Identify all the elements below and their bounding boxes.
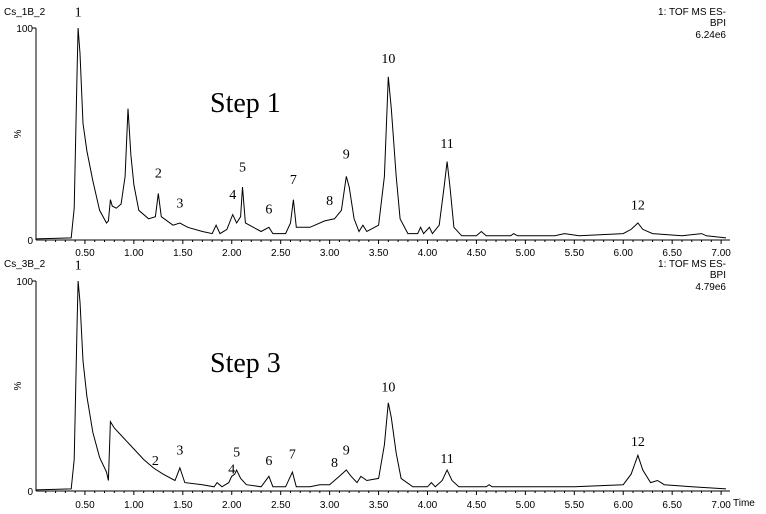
y-axis-top-label: 100 <box>16 24 33 35</box>
x-tick-label: 1.00 <box>124 248 144 259</box>
peak-label: 3 <box>176 196 183 211</box>
peak-label: 12 <box>631 435 645 450</box>
y-axis-bottom-label: 0 <box>27 487 33 498</box>
peak-label: 9 <box>343 443 350 458</box>
step-annotation: Step 3 <box>210 348 281 379</box>
x-tick-label: 6.00 <box>613 248 633 259</box>
x-tick-label: 6.50 <box>662 500 682 511</box>
detector-label: 1: TOF MS ES- <box>658 259 726 270</box>
peak-label: 1 <box>75 259 82 274</box>
peak-label: 6 <box>265 454 272 469</box>
bpi-trace-line <box>35 280 727 491</box>
peak-label: 9 <box>343 148 350 163</box>
x-tick-label: 7.00 <box>711 248 731 259</box>
sample-name: Cs_1B_2 <box>4 7 46 18</box>
peak-label: 2 <box>155 167 162 182</box>
x-tick-label: 2.50 <box>271 500 291 511</box>
peak-label: 6 <box>265 203 272 218</box>
x-axis-label: Time <box>733 498 755 509</box>
x-tick-label: 4.00 <box>418 500 438 511</box>
peak-label: 5 <box>239 160 246 175</box>
x-tick-label: 4.00 <box>418 248 438 259</box>
scan-mode-label: BPI <box>710 270 726 281</box>
x-tick-label: 5.00 <box>516 248 536 259</box>
sample-name: Cs_3B_2 <box>4 259 46 270</box>
x-tick-label: 4.50 <box>467 500 487 511</box>
x-tick-label: 3.00 <box>320 500 340 511</box>
y-axis-label: % <box>13 381 24 390</box>
peak-label: 8 <box>331 456 338 471</box>
peak-label: 8 <box>326 194 333 209</box>
peak-label: 12 <box>631 198 645 213</box>
peak-label: 7 <box>290 173 297 188</box>
peak-label: 4 <box>228 462 235 477</box>
x-tick-label: 3.00 <box>320 248 340 259</box>
x-tick-label: 2.00 <box>222 248 242 259</box>
x-tick-label: 0.50 <box>75 248 95 259</box>
scan-mode-label: BPI <box>710 18 726 29</box>
x-tick-label: 7.00 <box>711 500 731 511</box>
x-tick-label: 0.50 <box>75 500 95 511</box>
x-tick-label: 5.50 <box>565 500 585 511</box>
step-annotation: Step 1 <box>210 88 281 119</box>
y-axis-bottom-label: 0 <box>27 236 33 247</box>
x-tick-label: 2.50 <box>271 248 291 259</box>
y-axis-top-label: 100 <box>16 277 33 288</box>
x-tick-label: 1.00 <box>124 500 144 511</box>
peak-label: 11 <box>440 452 453 467</box>
intensity-label: 4.79e6 <box>695 282 726 293</box>
x-tick-label: 3.50 <box>369 248 389 259</box>
x-tick-label: 5.50 <box>565 248 585 259</box>
peak-label: 4 <box>229 188 236 203</box>
detector-label: 1: TOF MS ES- <box>658 7 726 18</box>
peak-label: 7 <box>289 448 296 463</box>
x-tick-label: 1.50 <box>173 500 193 511</box>
peak-label: 1 <box>75 6 82 21</box>
x-tick-label: 2.00 <box>222 500 242 511</box>
peak-label: 5 <box>233 446 240 461</box>
peak-label: 10 <box>381 380 395 395</box>
x-tick-label: 6.00 <box>613 500 633 511</box>
x-tick-label: 6.50 <box>662 248 682 259</box>
x-tick-label: 1.50 <box>173 248 193 259</box>
x-tick-label: 3.50 <box>369 500 389 511</box>
peak-label: 3 <box>176 443 183 458</box>
intensity-label: 6.24e6 <box>695 30 726 41</box>
peak-label: 10 <box>381 52 395 67</box>
x-tick-label: 5.00 <box>516 500 536 511</box>
peak-label: 2 <box>152 454 159 469</box>
x-tick-label: 4.50 <box>467 248 487 259</box>
y-axis-label: % <box>13 129 24 138</box>
bpi-trace-line <box>35 27 727 240</box>
peak-label: 11 <box>440 137 453 152</box>
